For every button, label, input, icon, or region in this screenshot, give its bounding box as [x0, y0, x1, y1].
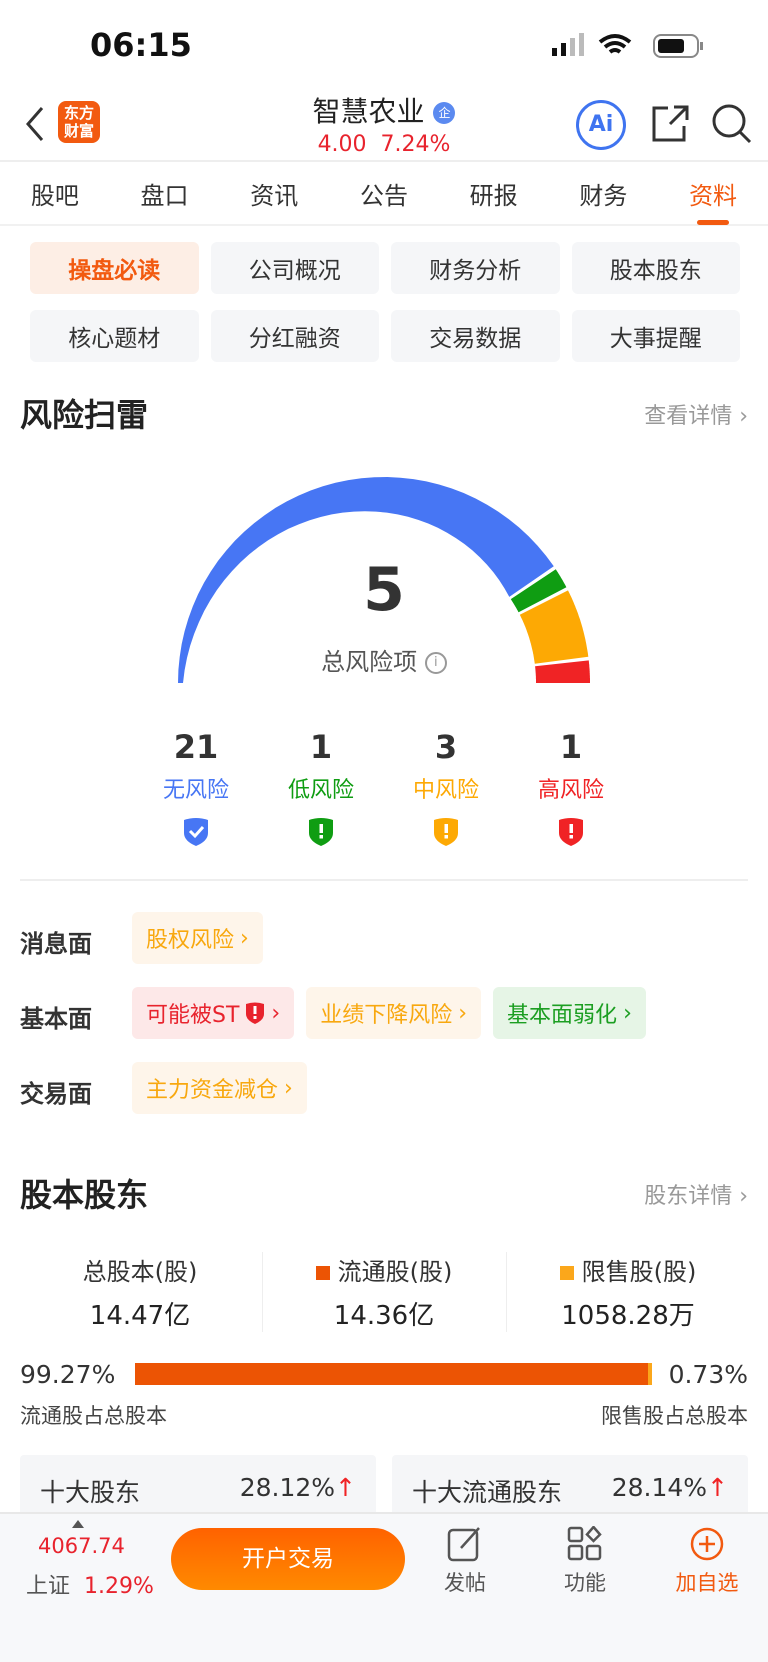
share-stats: 总股本(股) 14.47亿 流通股(股) 14.36亿 限售股(股) 1058.28万: [20, 1252, 748, 1332]
grid-events[interactable]: 大事提醒: [571, 310, 740, 362]
risk-tag[interactable]: 业绩下降风险 ›: [306, 987, 482, 1039]
functions-button[interactable]: 功能: [540, 1525, 630, 1597]
back-icon[interactable]: [22, 104, 46, 144]
risk-title: 风险扫雷: [20, 396, 149, 434]
grid-core-themes[interactable]: 核心题材: [30, 310, 199, 362]
risk-row-label: 基本面: [20, 1005, 92, 1033]
shield-exclamation-icon: [434, 818, 458, 846]
tab-profile[interactable]: 资料: [689, 176, 737, 225]
risk-gauge: [178, 477, 590, 683]
risk-row-label: 交易面: [20, 1080, 92, 1108]
risk-tags: 可能被ST › 业绩下降风险 › 基本面弱化 ›: [132, 987, 646, 1039]
tab-pankou[interactable]: 盘口: [140, 181, 189, 210]
chevron-right-icon: ›: [271, 1000, 281, 1026]
chevron-right-icon: ›: [284, 1075, 293, 1101]
risk-details-link[interactable]: 查看详情 ›: [644, 404, 748, 429]
chevron-right-icon: ›: [458, 1000, 468, 1026]
gauge-segment-high: [535, 660, 590, 683]
shield-exclamation-icon: [559, 818, 583, 846]
risk-tag[interactable]: 基本面弱化 ›: [493, 987, 646, 1039]
risk-tag[interactable]: 可能被ST ›: [132, 987, 295, 1039]
risk-stat-2: 3 中风险: [366, 728, 526, 850]
grid-trading-data[interactable]: 交易数据: [391, 310, 560, 362]
divider: [20, 879, 748, 881]
index-value: 4067.74: [38, 1534, 125, 1558]
risk-row-label: 消息面: [20, 930, 92, 958]
bottom-nav: 4067.74 上证 1.29% 开户交易 发帖 功能 加自选: [0, 1512, 768, 1662]
float-pct: 99.27%: [20, 1360, 116, 1389]
info-icon[interactable]: i: [424, 652, 447, 674]
gauge-segment-none: [178, 477, 554, 683]
tab-guba[interactable]: 股吧: [30, 181, 79, 210]
app-logo: 东方 财富: [58, 101, 100, 143]
status-time: 06:15: [90, 26, 192, 64]
shield-exclamation-icon: [309, 818, 333, 846]
risk-tag[interactable]: 股权风险 ›: [132, 912, 263, 964]
plus-circle-icon: [690, 1527, 724, 1561]
shares-title: 股本股东: [20, 1176, 149, 1214]
risk-stat-1: 1 低风险: [241, 728, 401, 850]
tab-news[interactable]: 资讯: [250, 181, 299, 210]
restricted-shares: 限售股(股) 1058.28万: [559, 1258, 697, 1331]
share-ratio-bar: [135, 1363, 652, 1385]
status-icons: [552, 33, 703, 58]
risk-tags: 主力资金减仓 ›: [132, 1062, 307, 1114]
risk-tag[interactable]: 主力资金减仓 ›: [132, 1062, 307, 1114]
ai-button[interactable]: Ai: [576, 100, 626, 150]
edit-icon: [447, 1527, 480, 1562]
grid-shareholders[interactable]: 股本股东: [571, 242, 740, 294]
risk-tags: 股权风险 ›: [132, 912, 263, 964]
chevron-right-icon: ›: [240, 925, 249, 951]
chevron-right-icon: ›: [623, 1000, 632, 1026]
grid-must-read[interactable]: 操盘必读: [30, 242, 199, 294]
stock-title: 智慧农业 企: [0, 90, 768, 130]
tab-announcements[interactable]: 公告: [359, 181, 408, 210]
tab-finance[interactable]: 财务: [579, 181, 628, 210]
up-triangle-icon: [72, 1520, 84, 1528]
float-bar-fill: [135, 1363, 649, 1385]
tab-research[interactable]: 研报: [469, 181, 518, 210]
risk-stat-0: 21 无风险: [116, 728, 276, 850]
shareholder-details-link[interactable]: 股东详情 ›: [644, 1184, 748, 1209]
index-quote[interactable]: 上证 1.29%: [26, 1574, 154, 1599]
total-risk-label: 总风险项 i: [284, 642, 484, 677]
grid-dividends[interactable]: 分红融资: [210, 310, 379, 362]
float-shares: 流通股(股) 14.36亿: [264, 1252, 504, 1332]
total-shares: 总股本(股) 14.47亿: [82, 1258, 198, 1331]
shield-check-icon: [184, 818, 208, 846]
total-risk-count: 5: [363, 555, 405, 625]
stock-price: 4.00 7.24%: [317, 132, 451, 157]
profile-grid: 操盘必读 公司概况 财务分析 股本股东 核心题材 分红融资 交易数据 大事提醒: [30, 242, 740, 362]
float-label: 流通股占总股本: [20, 1404, 167, 1428]
grid-icon: [567, 1525, 602, 1561]
tab-bar: 股吧 盘口 资讯 公告 研报 财务 资料: [0, 160, 768, 226]
search-icon[interactable]: [710, 102, 754, 146]
up-arrow-icon: ↑: [335, 1473, 356, 1502]
restricted-pct: 0.73%: [668, 1360, 748, 1389]
up-arrow-icon: ↑: [707, 1473, 728, 1502]
grid-financial-analysis[interactable]: 财务分析: [391, 242, 560, 294]
grid-company-overview[interactable]: 公司概况: [210, 242, 379, 294]
gauge-segment-medium: [519, 590, 589, 664]
share-icon[interactable]: [650, 102, 690, 144]
post-button[interactable]: 发帖: [420, 1526, 510, 1597]
restricted-label: 限售股占总股本: [601, 1404, 748, 1428]
shield-exclamation-icon: [246, 1002, 265, 1024]
open-account-trade-button[interactable]: 开户交易: [171, 1528, 405, 1590]
risk-stat-3: 1 高风险: [491, 728, 651, 850]
add-watchlist-button[interactable]: 加自选: [662, 1526, 752, 1597]
enterprise-badge: 企: [433, 102, 456, 124]
gauge-segment-low: [510, 569, 567, 613]
